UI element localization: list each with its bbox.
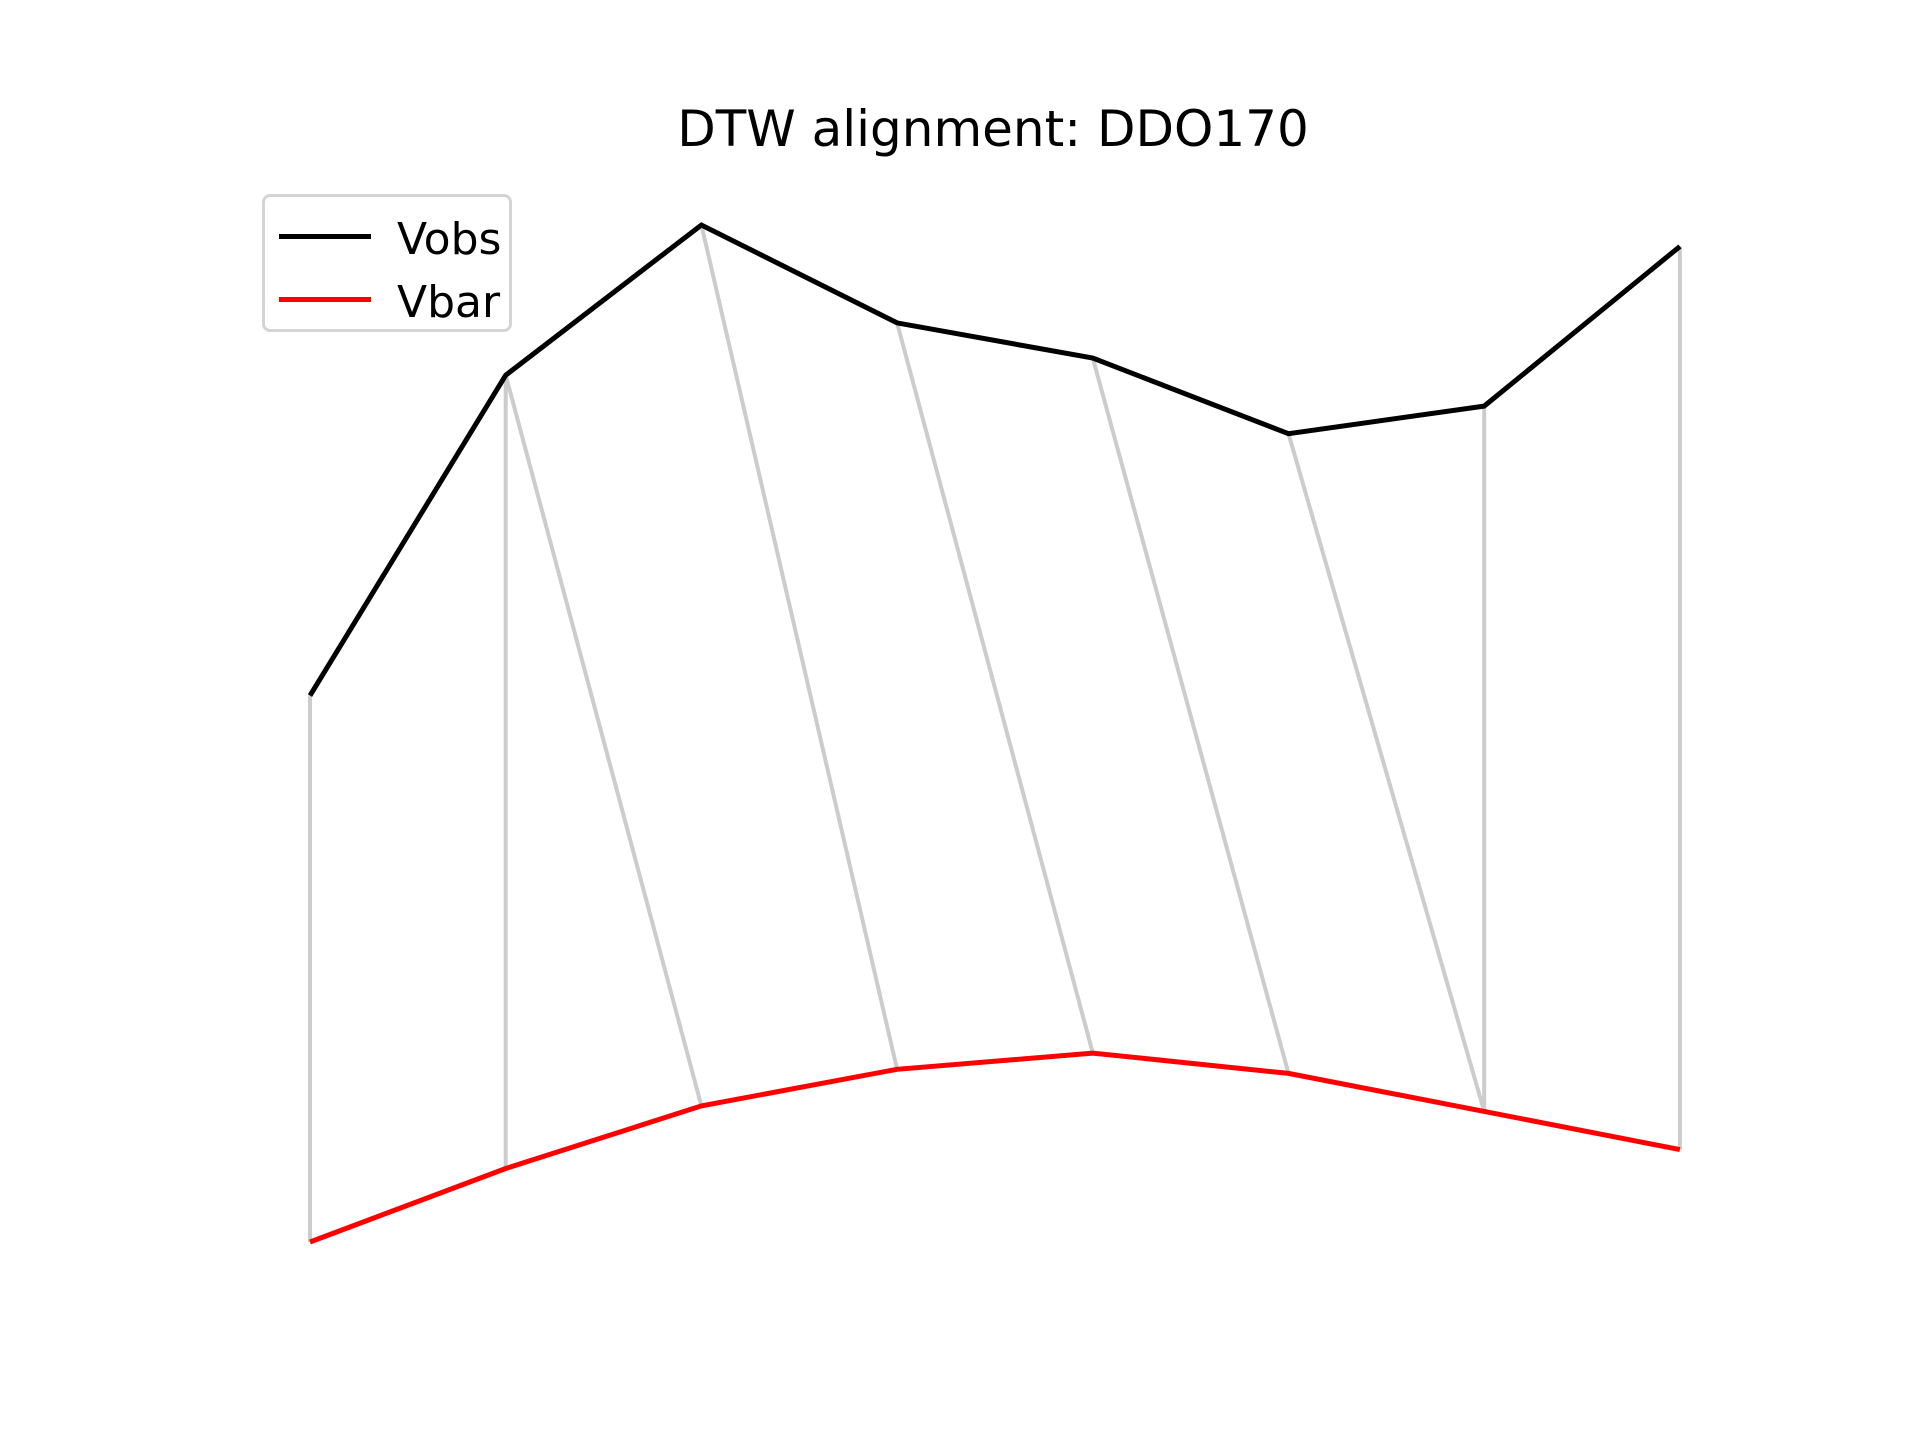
series-line-vobs (307, 222, 1682, 697)
series-lines (307, 222, 1682, 1245)
legend-swatch-vobs (279, 234, 371, 239)
alignment-line-4 (895, 322, 1095, 1054)
alignment-line-2 (503, 374, 704, 1107)
alignment-line-6 (1286, 433, 1487, 1112)
alignment-line-3 (699, 224, 900, 1070)
chart-title: DTW alignment: DDO170 (677, 100, 1309, 158)
legend: Vobs Vbar (262, 194, 512, 332)
legend-label-vobs: Vobs (397, 214, 502, 265)
alignment-lines (308, 224, 1682, 1242)
series-line-vbar (309, 1050, 1681, 1245)
legend-label-vbar: Vbar (397, 277, 501, 328)
legend-item-vbar: Vbar (265, 275, 509, 328)
legend-swatch-vbar (279, 297, 371, 302)
alignment-line-5 (1090, 357, 1291, 1074)
legend-item-vobs: Vobs (265, 212, 509, 265)
